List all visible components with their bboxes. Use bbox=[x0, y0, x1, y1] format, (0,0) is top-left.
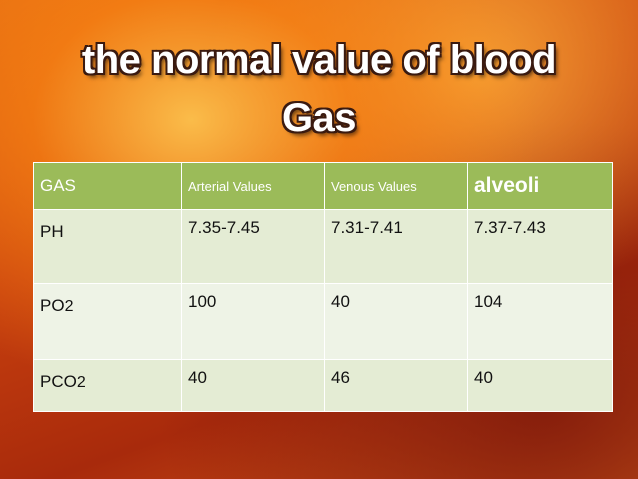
value-cell: 40 bbox=[467, 359, 613, 412]
table-row: PH 7.35-7.45 7.31-7.41 7.37-7.43 bbox=[33, 209, 613, 284]
header-cell: alveoli bbox=[467, 162, 613, 210]
label-sub: 2 bbox=[76, 374, 86, 391]
label-main: PO bbox=[40, 296, 65, 315]
value-cell: 100 bbox=[181, 283, 325, 360]
value-cell: 7.37-7.43 bbox=[467, 209, 613, 284]
table-row: PO2 100 40 104 bbox=[33, 283, 613, 360]
value-cell: 104 bbox=[467, 283, 613, 360]
label-main: PCO bbox=[40, 372, 77, 391]
title-line: the normal value of blood bbox=[81, 38, 557, 82]
header-cell: Venous Values bbox=[324, 162, 468, 210]
table-row: PCO2 40 46 40 bbox=[33, 359, 613, 412]
title-line: Gas bbox=[281, 96, 357, 140]
row-label: PO2 bbox=[33, 283, 182, 360]
header-cell: Arterial Values bbox=[181, 162, 325, 210]
value-cell: 40 bbox=[181, 359, 325, 412]
row-label: PH bbox=[33, 209, 182, 284]
gas-table: GAS Arterial Values Venous Values alveol… bbox=[33, 162, 613, 412]
value-cell: 7.35-7.45 bbox=[181, 209, 325, 284]
label-main: PH bbox=[40, 222, 64, 241]
value-cell: 46 bbox=[324, 359, 468, 412]
header-row: GAS Arterial Values Venous Values alveol… bbox=[33, 162, 613, 210]
value-cell: 7.31-7.41 bbox=[324, 209, 468, 284]
row-label: PCO2 bbox=[33, 359, 182, 412]
label-sub: 2 bbox=[64, 298, 74, 315]
header-cell: GAS bbox=[33, 162, 182, 210]
value-cell: 40 bbox=[324, 283, 468, 360]
